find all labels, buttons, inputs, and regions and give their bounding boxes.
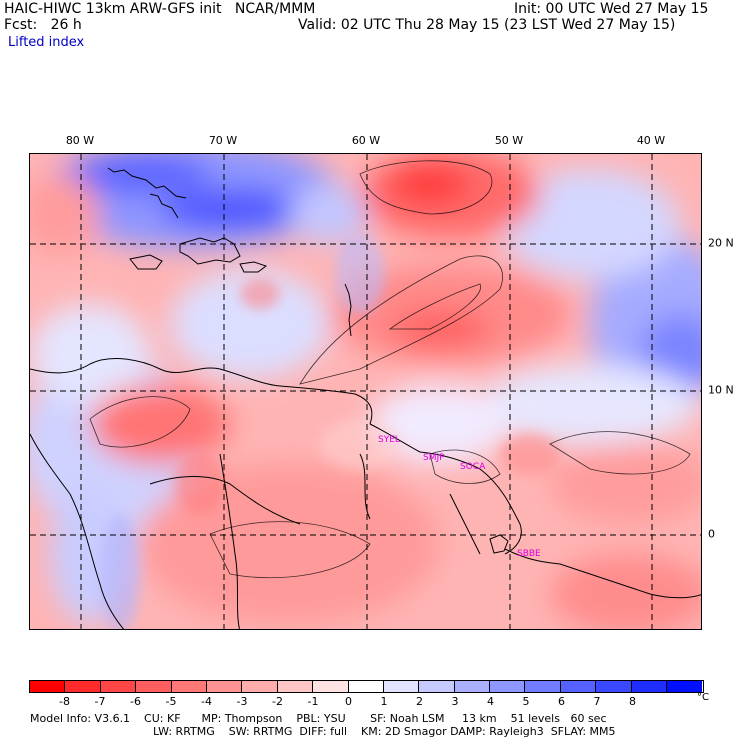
lat-label-0: 0	[708, 527, 715, 541]
init-time: Init: 00 UTC Wed 27 May 15	[514, 1, 709, 17]
station-syel: SYEL	[378, 435, 400, 445]
map-canvas: SYEL SMJP SOCA SBBE	[30, 154, 701, 629]
lat-label-20n: 20 N	[708, 236, 734, 250]
colorbar-tick-label: 1	[380, 695, 388, 708]
header-title: HAIC-HIWC 13km ARW-GFS init NCAR/MMM	[4, 1, 316, 17]
model-info-line2: LW: RRTMG SW: RRTMG DIFF: full KM: 2D Sm…	[153, 725, 616, 738]
colorbar-tick-label: 5	[522, 695, 530, 708]
stations: SYEL SMJP SOCA SBBE	[378, 435, 541, 559]
lon-label-50w: 50 W	[494, 134, 524, 147]
colorbar-unit: °C	[697, 692, 709, 703]
colorbar-tick-label: 4	[487, 695, 494, 708]
forecast-hour: Fcst: 26 h	[4, 17, 82, 33]
lon-label-80w: 80 W	[65, 134, 95, 147]
colorbar-tick-label: -1	[307, 695, 319, 708]
colorbar-tick-label: -5	[165, 695, 177, 708]
colorbar-cell	[419, 681, 455, 692]
lon-label-60w: 60 W	[351, 134, 381, 147]
lon-label-40w: 40 W	[636, 134, 666, 147]
valid-time: Valid: 02 UTC Thu 28 May 15 (23 LST Wed …	[298, 17, 676, 33]
colorbar-tick-label: 0	[345, 695, 352, 708]
colorbar-tick-label: 3	[451, 695, 459, 708]
colorbar-tick-label: 2	[416, 695, 423, 708]
colorbar-cell	[596, 681, 632, 692]
coastlines	[30, 167, 701, 629]
colorbar-cell	[525, 681, 561, 692]
colorbar-cell	[277, 681, 314, 692]
station-soca: SOCA	[460, 462, 486, 472]
station-sbbe: SBBE	[517, 549, 541, 559]
colorbar-cell	[560, 681, 597, 692]
colorbar-cell	[65, 681, 101, 692]
model-info-line1: Model Info: V3.6.1 CU: KF MP: Thompson P…	[30, 712, 607, 725]
colorbar-tick-label: -3	[236, 695, 248, 708]
colorbar-cell	[313, 681, 349, 692]
colorbar-cell	[206, 681, 243, 692]
colorbar-cell	[454, 681, 491, 692]
lat-label-10n: 10 N	[708, 383, 734, 397]
contour-lines	[89, 160, 691, 579]
colorbar-cell	[136, 681, 172, 692]
station-smjp: SMJP	[423, 453, 445, 463]
colorbar-cell	[667, 681, 703, 692]
colorbar-cell	[631, 681, 668, 692]
colorbar-cell	[171, 681, 207, 692]
colorbar	[29, 680, 704, 693]
colorbar-cell	[242, 681, 278, 692]
colorbar-tick-label: -6	[130, 695, 141, 708]
field-texture	[100, 234, 560, 629]
colorbar-tick-label: 8	[629, 695, 636, 708]
colorbar-cell	[383, 681, 420, 692]
colorbar-tick-label: 7	[593, 695, 601, 708]
colorbar-cell	[490, 681, 526, 692]
lon-label-70w: 70 W	[208, 134, 238, 147]
colorbar-tick-label: -7	[94, 695, 106, 708]
lifted-index-map: SYEL SMJP SOCA SBBE	[29, 153, 702, 630]
colorbar-tick-label: -8	[59, 695, 70, 708]
colorbar-tick-label: 6	[558, 695, 565, 708]
colorbar-cell	[348, 681, 384, 692]
field-name: Lifted index	[8, 35, 85, 50]
graticule	[30, 154, 701, 629]
colorbar-cell	[100, 681, 137, 692]
colorbar-tick-label: -2	[272, 695, 283, 708]
colorbar-cell	[30, 681, 66, 692]
colorbar-tick-label: -4	[201, 695, 212, 708]
